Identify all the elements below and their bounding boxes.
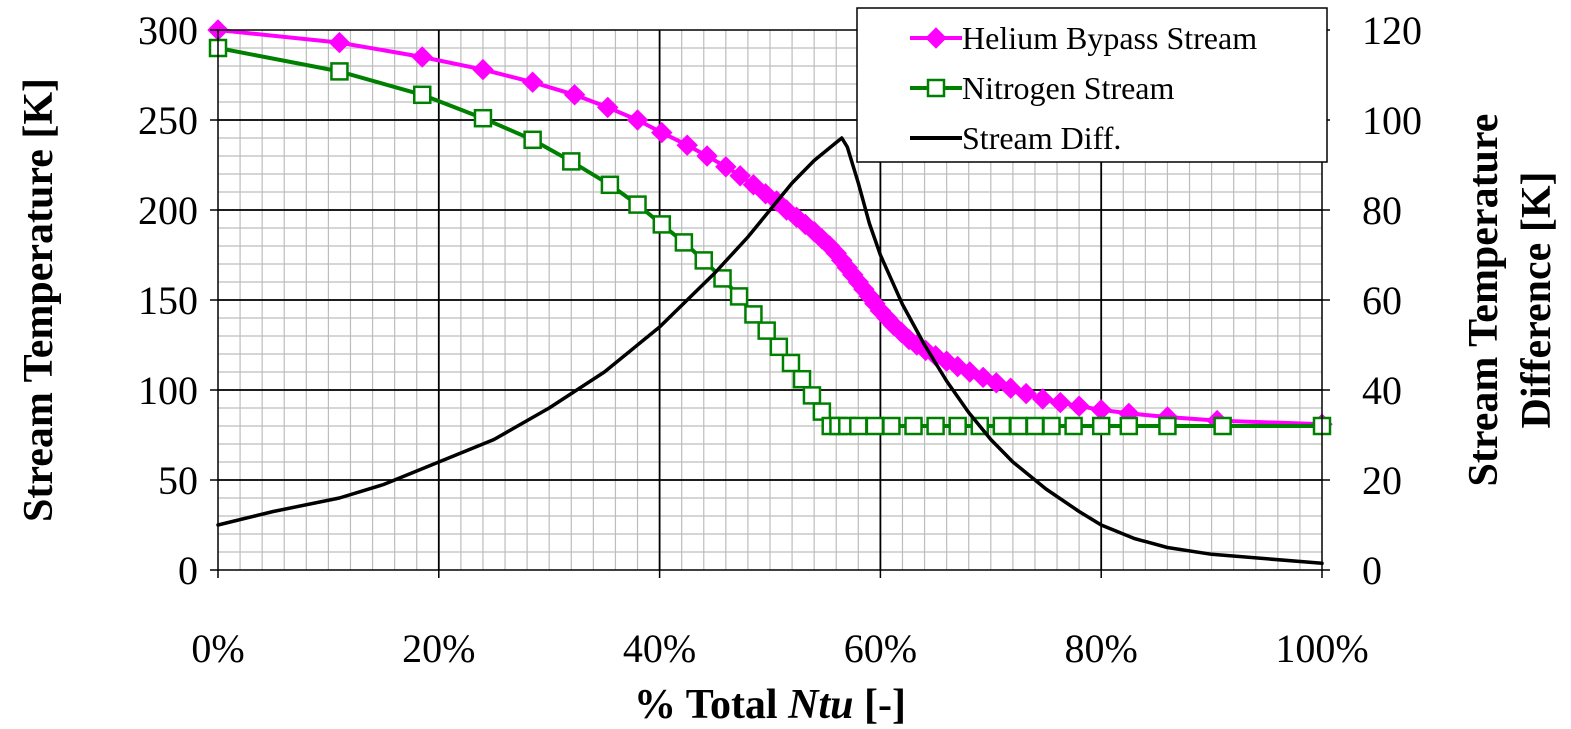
nitrogen-stream-point — [1158, 416, 1177, 436]
helium-bypass-stream-point — [651, 121, 673, 144]
nitrogen-stream-point — [769, 337, 789, 357]
y-axis-title-right-line2: Difference [K] — [1514, 172, 1560, 429]
x-tick-label: 40% — [623, 626, 696, 671]
helium-bypass-stream-point — [999, 377, 1022, 399]
legend-items: Helium Bypass Stream Nitrogen Stream Strea… — [910, 20, 1257, 156]
nitrogen-stream-point — [628, 195, 647, 214]
nitrogen-stream-point — [882, 416, 901, 436]
nitrogen-stream-point — [729, 287, 749, 306]
series-stream-diff — [216, 136, 1324, 566]
helium-bypass-stream-point — [1015, 382, 1037, 405]
helium-bypass-stream-point — [472, 58, 494, 81]
nitrogen-stream-point — [802, 386, 822, 405]
nitrogen-stream-point — [562, 152, 581, 171]
y-right-tick-label: 80 — [1362, 188, 1402, 233]
nitrogen-stream-point — [1025, 416, 1045, 436]
y-right-tick-label: 20 — [1362, 458, 1402, 503]
x-tick-label: 0% — [191, 626, 244, 671]
nitrogen-stream-point — [792, 369, 812, 389]
nitrogen-stream-point — [1042, 416, 1061, 436]
legend-item-stream-diff: Stream Diff. — [910, 120, 1121, 156]
nitrogen-stream-point — [904, 416, 923, 436]
helium-bypass-stream-point — [696, 145, 718, 167]
legend-label: Nitrogen Stream — [962, 70, 1175, 106]
nitrogen-stream-point — [523, 130, 542, 150]
nitrogen-stream-point — [948, 416, 967, 436]
nitrogen-stream-point — [849, 416, 868, 436]
helium-bypass-stream-point — [1068, 395, 1090, 417]
series-line-stream-diff — [216, 136, 1324, 566]
y-right-tick-label: 40 — [1362, 368, 1402, 413]
axis-ticks — [210, 29, 1330, 578]
nitrogen-stream-point — [865, 416, 885, 436]
helium-bypass-stream-point — [563, 84, 586, 106]
x-axis-title-italic: Ntu — [787, 682, 853, 728]
legend-item-helium-bypass-stream: Helium Bypass Stream — [910, 20, 1257, 56]
y-axis-title-left: Stream Temperature [K] — [16, 78, 62, 522]
nitrogen-stream-point — [757, 321, 776, 340]
y-right-tick-label: 120 — [1362, 8, 1422, 53]
nitrogen-stream-point — [1009, 416, 1028, 436]
helium-bypass-stream-point — [626, 109, 649, 131]
y-left-tick-label: 300 — [138, 8, 198, 53]
helium-bypass-stream-point — [715, 156, 737, 178]
series-layer — [207, 19, 1333, 566]
y-axis-title-right-line1: Stream Temperature — [1461, 114, 1507, 487]
helium-bypass-stream-point — [742, 174, 765, 196]
legend-item-nitrogen-stream: Nitrogen Stream — [910, 70, 1175, 106]
helium-bypass-stream-point — [729, 165, 751, 187]
nitrogen-stream-point — [744, 305, 763, 324]
helium-bypass-stream-point — [521, 71, 544, 93]
y-left-tick-label: 0 — [178, 548, 198, 593]
x-tick-label: 60% — [844, 626, 917, 671]
y-left-tick-label: 200 — [138, 188, 198, 233]
legend-label: Helium Bypass Stream — [962, 20, 1257, 56]
y-left-tick-label: 100 — [138, 368, 198, 413]
helium-bypass-stream-point — [597, 96, 619, 119]
nitrogen-stream-point — [412, 85, 432, 105]
x-tick-label: 20% — [402, 626, 475, 671]
x-axis-title-suffix: [-] — [853, 682, 905, 728]
helium-bypass-stream-point — [328, 31, 351, 54]
nitrogen-stream-point — [1064, 416, 1083, 436]
nitrogen-stream-point — [713, 269, 732, 288]
major-grid — [218, 30, 1322, 570]
nitrogen-stream-point — [473, 108, 493, 128]
tick-labels: 0% 20% 40% 60% 80% 100% 0 50 100 150 200 250 300 0 20 4… — [138, 8, 1422, 671]
x-tick-label: 100% — [1275, 626, 1368, 671]
helium-bypass-stream-point — [1031, 388, 1054, 410]
nitrogen-stream-point — [1119, 416, 1139, 436]
nitrogen-stream-point — [781, 353, 801, 373]
nitrogen-stream-point — [330, 62, 349, 81]
x-axis-title-prefix: % Total — [634, 682, 788, 728]
legend-label: Stream Diff. — [962, 120, 1121, 156]
nitrogen-stream-point — [652, 215, 672, 234]
x-tick-label: 80% — [1065, 626, 1138, 671]
y-left-tick-label: 50 — [158, 458, 198, 503]
x-axis-title: % Total Ntu [-] — [634, 682, 906, 728]
helium-bypass-stream-point — [1049, 391, 1072, 414]
legend-helium-bypass-stream-point — [925, 27, 947, 49]
nitrogen-stream-point — [992, 416, 1012, 436]
helium-bypass-stream-point — [411, 46, 433, 68]
y-right-tick-label: 0 — [1362, 548, 1382, 593]
nitrogen-stream-point — [674, 233, 694, 252]
nitrogen-stream-point — [926, 416, 945, 436]
helium-bypass-stream-point — [676, 134, 698, 156]
series-nitrogen-stream — [208, 38, 1332, 436]
y-right-tick-label: 60 — [1362, 278, 1402, 323]
nitrogen-stream-point — [600, 175, 620, 195]
nitrogen-stream-point — [694, 251, 714, 270]
nitrogen-stream-point — [1213, 416, 1232, 436]
y-left-tick-label: 150 — [138, 278, 198, 323]
legend-nitrogen-stream-point — [926, 78, 946, 98]
nitrogen-stream-point — [1091, 416, 1111, 436]
y-left-tick-label: 250 — [138, 98, 198, 143]
y-right-tick-label: 100 — [1362, 98, 1422, 143]
legend: Helium Bypass Stream Nitrogen Stream Strea… — [856, 7, 1328, 163]
